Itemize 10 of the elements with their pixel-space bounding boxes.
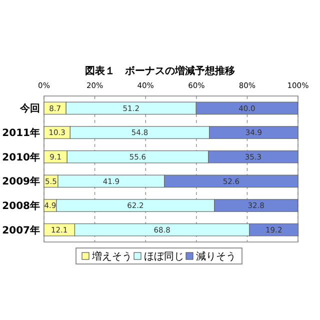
legend-label: 増えそう — [91, 250, 132, 262]
y-tick-label: 2010年 — [2, 151, 40, 164]
chart-title: 図表１ ボーナスの増減予想推移 — [85, 65, 235, 77]
y-tick-label: 2009年 — [2, 176, 40, 188]
y-tick-label: 2007年 — [2, 224, 40, 236]
legend-label: ほぼ同じ — [144, 252, 184, 262]
y-tick-label: 今回 — [19, 102, 40, 115]
y-tick-label: 2008年 — [2, 200, 40, 212]
legend-label: 減りそう — [196, 250, 236, 262]
y-tick-label: 2011年 — [2, 127, 40, 139]
